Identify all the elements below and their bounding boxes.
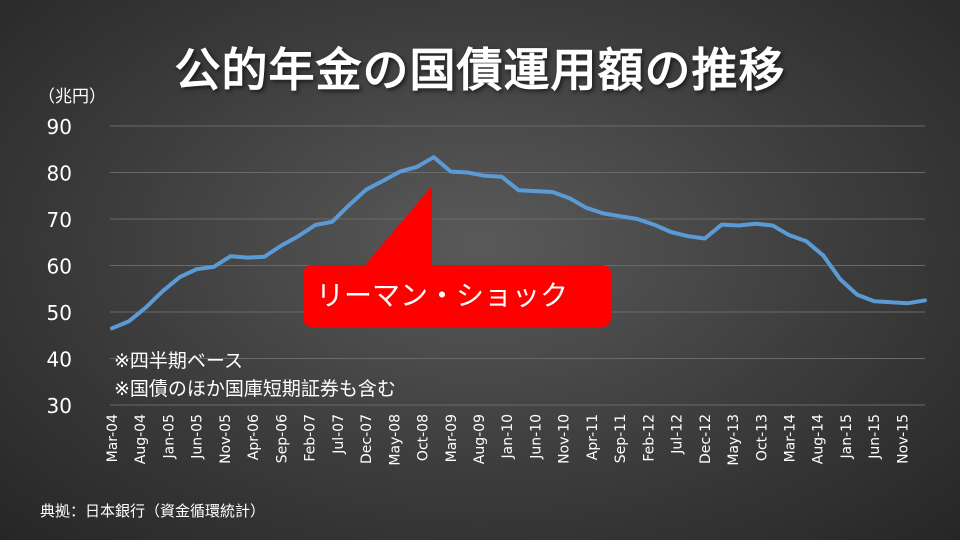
x-tick-label: Aug-14	[811, 414, 827, 464]
data-point	[313, 223, 317, 227]
x-tick-label: Jan-10	[500, 414, 516, 459]
note-quarterly: ※四半期ベース	[114, 350, 243, 372]
data-point	[330, 220, 334, 224]
x-tick-label: May-08	[387, 414, 403, 466]
x-tick-label: Apr-11	[585, 414, 601, 460]
data-point	[516, 188, 521, 192]
y-tick-label: 90	[47, 115, 72, 139]
x-tick-label: Jul-07	[331, 414, 347, 455]
x-tick-label: May-13	[726, 414, 742, 466]
data-point	[195, 267, 199, 271]
data-point	[584, 206, 588, 210]
source-citation: 典拠：日本銀行（資金循環統計）	[40, 502, 266, 520]
data-point	[262, 255, 267, 259]
x-tick-label: Oct-13	[754, 414, 770, 461]
data-point	[245, 255, 250, 260]
data-point	[567, 196, 571, 200]
data-point	[533, 189, 538, 193]
x-tick-label: Mar-04	[105, 414, 121, 462]
data-point	[686, 234, 690, 238]
x-tick-label: Sep-11	[613, 414, 629, 463]
data-point	[906, 301, 910, 305]
y-tick-label: 30	[47, 394, 72, 418]
x-tick-label: Jun-10	[528, 414, 544, 460]
callout-text: リーマン・ショック	[316, 279, 568, 312]
x-tick-label: Nov-10	[557, 414, 573, 464]
data-point	[449, 169, 453, 174]
data-point	[212, 265, 216, 269]
data-point	[703, 236, 707, 241]
data-point	[144, 305, 148, 309]
data-point	[432, 155, 436, 159]
y-tick-label: 60	[47, 255, 72, 279]
data-point	[804, 239, 809, 243]
data-point	[296, 234, 300, 238]
x-tick-labels: Mar-04 Aug-04 Jan-05 Jun-05 Nov-05 Apr-06 Sep-…	[105, 414, 911, 466]
data-point	[821, 254, 825, 258]
data-point	[228, 254, 233, 258]
x-tick-label: Jan-05	[161, 414, 177, 459]
data-point	[855, 293, 859, 297]
data-point	[381, 179, 385, 183]
x-tick-label: Dec-07	[359, 414, 375, 464]
x-tick-label: Jun-05	[190, 414, 206, 460]
y-tick-label: 80	[47, 162, 72, 186]
data-point	[499, 175, 504, 179]
data-point	[161, 289, 165, 293]
y-axis-unit-label: （兆円）	[38, 87, 106, 107]
data-point	[178, 275, 182, 279]
data-point	[770, 223, 775, 228]
data-point	[279, 243, 283, 248]
x-tick-label: Jan-15	[839, 414, 855, 459]
x-tick-label: Aug-09	[472, 414, 488, 464]
x-tick-label: Feb-12	[641, 414, 657, 462]
x-tick-label: Mar-14	[783, 414, 799, 462]
x-tick-label: Feb-07	[303, 414, 319, 462]
data-point	[415, 165, 419, 169]
data-point	[550, 190, 554, 194]
x-tick-label: Nov-15	[895, 414, 911, 464]
data-point	[923, 298, 927, 302]
data-point	[127, 319, 131, 323]
data-point	[669, 230, 673, 234]
data-point	[483, 174, 487, 178]
x-tick-label: Apr-06	[246, 414, 262, 460]
data-point	[347, 203, 351, 207]
x-tick-label: Aug-04	[133, 414, 149, 464]
data-point	[787, 233, 792, 237]
data-point	[652, 222, 656, 227]
note-includes-tbills: ※国債のほか国庫短期証券も含む	[114, 378, 396, 400]
y-tick-label: 50	[47, 301, 72, 325]
callout: リーマン・ショック	[303, 186, 611, 327]
callout-shape	[303, 186, 611, 327]
data-point	[872, 299, 876, 303]
series-points	[110, 155, 927, 330]
x-tick-label: Mar-09	[444, 414, 460, 462]
data-point	[110, 326, 114, 330]
x-tick-label: Oct-08	[416, 414, 432, 461]
data-point	[398, 169, 402, 174]
x-tick-label: Jun-15	[867, 414, 883, 460]
y-tick-label: 70	[47, 208, 72, 232]
data-point	[466, 170, 470, 175]
data-point	[720, 222, 724, 227]
data-point	[601, 211, 605, 216]
x-tick-label: Jul-12	[670, 414, 686, 455]
data-point	[838, 277, 842, 282]
y-tick-labels: 30 40 50 60 70 80 90	[47, 115, 72, 418]
x-tick-label: Nov-05	[218, 414, 234, 464]
data-point	[737, 223, 741, 228]
data-point	[635, 217, 639, 221]
data-point	[889, 300, 893, 304]
x-tick-label: Dec-12	[698, 414, 714, 464]
data-point	[618, 214, 622, 218]
grid-lines	[110, 125, 925, 406]
data-point	[754, 222, 758, 226]
y-tick-label: 40	[47, 348, 72, 372]
data-point	[364, 188, 368, 192]
x-tick-label: Sep-06	[274, 414, 290, 463]
chart-title: 公的年金の国債運用額の推移	[174, 43, 786, 97]
